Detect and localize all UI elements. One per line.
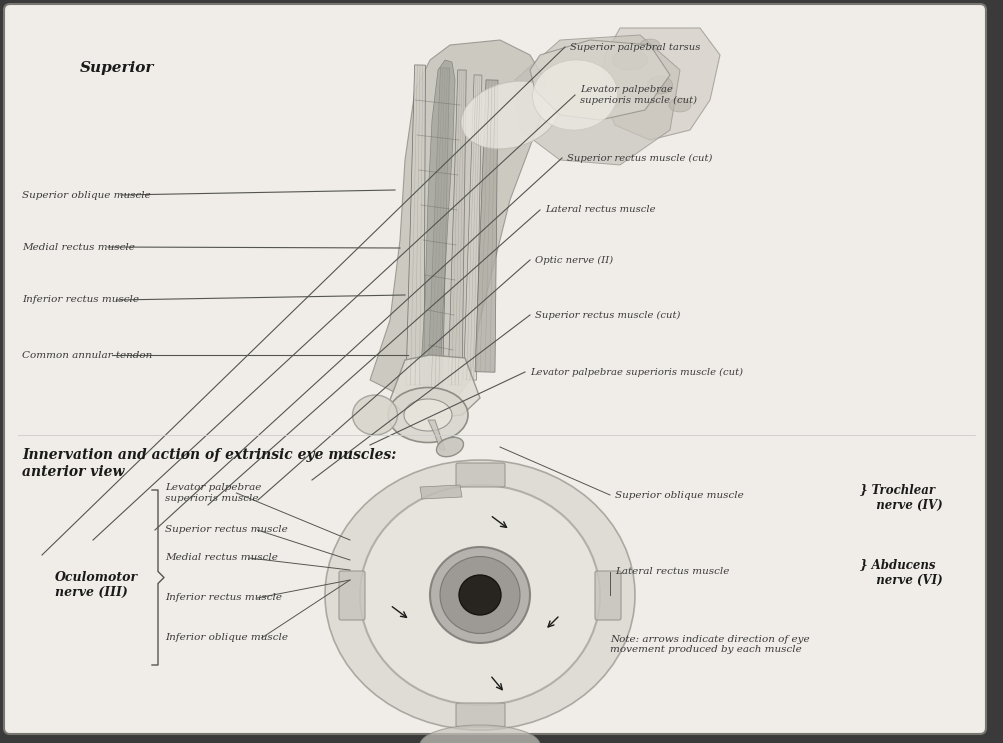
Text: Levator palpebrae
superioris muscle: Levator palpebrae superioris muscle — [164, 483, 261, 503]
FancyBboxPatch shape — [339, 571, 365, 620]
Polygon shape — [463, 75, 481, 380]
Ellipse shape — [532, 60, 617, 130]
Polygon shape — [474, 80, 497, 372]
Text: anterior view: anterior view — [22, 465, 124, 479]
Ellipse shape — [439, 557, 520, 634]
Polygon shape — [427, 420, 444, 450]
Text: nerve (VI): nerve (VI) — [868, 574, 942, 586]
Text: Innervation and action of extrinsic eye muscles:: Innervation and action of extrinsic eye … — [22, 448, 396, 462]
Text: Superior: Superior — [80, 61, 154, 75]
Text: Superior rectus muscle (cut): Superior rectus muscle (cut) — [535, 311, 680, 319]
Ellipse shape — [612, 50, 647, 70]
Text: Lateral rectus muscle: Lateral rectus muscle — [615, 568, 728, 577]
Text: nerve (IV): nerve (IV) — [868, 499, 942, 511]
Text: Optic nerve (II): Optic nerve (II) — [535, 256, 613, 265]
Ellipse shape — [458, 575, 500, 615]
Text: Superior oblique muscle: Superior oblique muscle — [615, 490, 743, 499]
Ellipse shape — [595, 92, 625, 108]
Text: Superior palpebral tarsus: Superior palpebral tarsus — [570, 42, 700, 51]
Text: Medial rectus muscle: Medial rectus muscle — [164, 554, 278, 562]
Text: Superior rectus muscle (cut): Superior rectus muscle (cut) — [567, 154, 712, 163]
Ellipse shape — [460, 81, 559, 149]
Ellipse shape — [668, 98, 690, 112]
Ellipse shape — [429, 547, 530, 643]
Text: } Abducens: } Abducens — [860, 559, 935, 571]
Ellipse shape — [436, 438, 463, 457]
Polygon shape — [427, 68, 449, 389]
Polygon shape — [515, 35, 679, 165]
FancyBboxPatch shape — [595, 571, 621, 620]
Polygon shape — [389, 355, 479, 418]
Polygon shape — [600, 28, 719, 140]
FancyBboxPatch shape — [455, 463, 505, 487]
Text: Medial rectus muscle: Medial rectus muscle — [22, 242, 134, 251]
Text: Lateral rectus muscle: Lateral rectus muscle — [545, 206, 655, 215]
Text: Superior oblique muscle: Superior oblique muscle — [22, 190, 150, 200]
Polygon shape — [405, 65, 425, 385]
Polygon shape — [447, 70, 465, 385]
Polygon shape — [419, 485, 461, 499]
Ellipse shape — [403, 399, 451, 431]
Polygon shape — [530, 40, 669, 120]
Text: Superior rectus muscle: Superior rectus muscle — [164, 525, 288, 534]
FancyBboxPatch shape — [4, 4, 985, 734]
Text: Inferior oblique muscle: Inferior oblique muscle — [164, 634, 288, 643]
Ellipse shape — [352, 395, 397, 435]
Ellipse shape — [647, 76, 672, 94]
Ellipse shape — [419, 725, 540, 743]
Ellipse shape — [325, 460, 634, 730]
Ellipse shape — [387, 388, 467, 443]
Text: Inferior rectus muscle: Inferior rectus muscle — [22, 296, 138, 305]
FancyBboxPatch shape — [455, 703, 505, 727]
Text: Oculomotor
nerve (III): Oculomotor nerve (III) — [55, 571, 138, 599]
Ellipse shape — [639, 39, 659, 51]
Text: Note: arrows indicate direction of eye
movement produced by each muscle: Note: arrows indicate direction of eye m… — [610, 635, 808, 655]
Polygon shape — [370, 40, 545, 405]
Text: Levator palpebrae superioris muscle (cut): Levator palpebrae superioris muscle (cut… — [530, 368, 742, 377]
Ellipse shape — [360, 485, 600, 705]
Text: } Trochlear: } Trochlear — [860, 484, 934, 496]
Text: Common annular tendon: Common annular tendon — [22, 351, 152, 360]
Text: Inferior rectus muscle: Inferior rectus muscle — [164, 594, 282, 603]
Polygon shape — [419, 60, 454, 385]
Text: Levator palpebrae
superioris muscle (cut): Levator palpebrae superioris muscle (cut… — [580, 85, 696, 105]
